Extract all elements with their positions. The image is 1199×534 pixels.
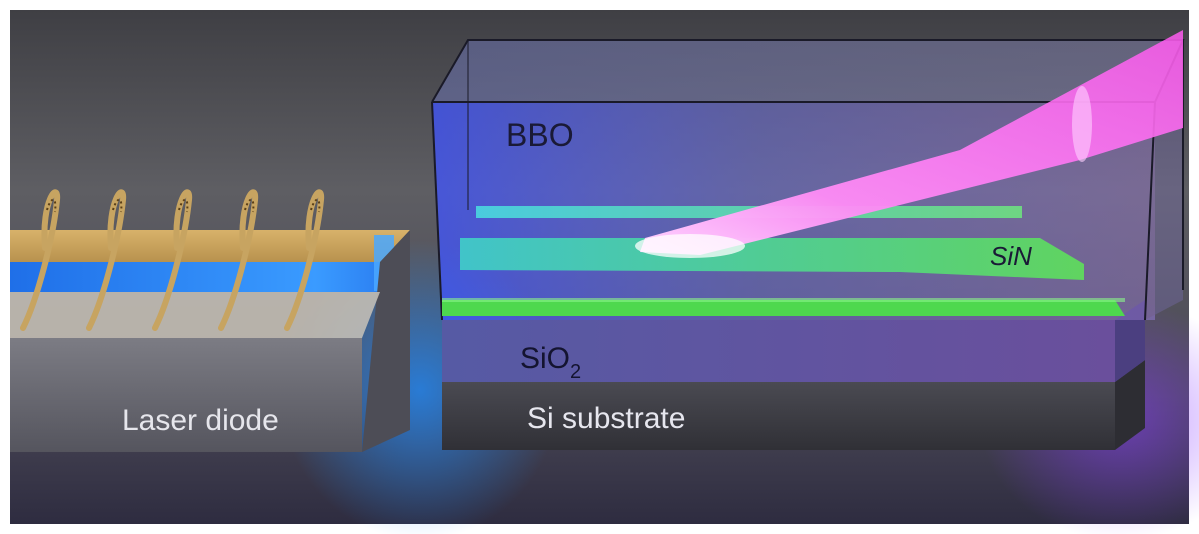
sio2-label: SiO2 [520, 342, 581, 383]
laser-active-stripe [10, 262, 392, 292]
laser-side-face [362, 230, 410, 452]
waveguide-front [442, 300, 1125, 316]
sio2-layer [442, 320, 1115, 382]
beam-spot [635, 234, 745, 258]
wire-bond [152, 189, 193, 331]
sin-label: SiN [990, 241, 1032, 271]
laser-diode: Laser diode [10, 189, 410, 452]
sio2-subscript: 2 [570, 361, 581, 383]
wire-bond [284, 189, 325, 331]
substrate-label: Si substrate [527, 402, 685, 435]
laser-front-face [10, 338, 362, 452]
wire-bond [218, 189, 259, 331]
wire-bond-group [20, 189, 325, 331]
bbo-label: BBO [506, 117, 574, 153]
sin-waveguide [460, 238, 1084, 280]
waveguide-chip: Si substrate SiO2 BBO SiN [431, 30, 1185, 450]
wire-bond [86, 189, 127, 331]
bbo-top-face [432, 40, 1183, 102]
sio2-main: SiO [520, 342, 570, 375]
laser-label: Laser diode [122, 404, 279, 437]
laser-top-surface [10, 230, 410, 262]
si-substrate [442, 382, 1115, 450]
wire-bond [20, 189, 61, 331]
